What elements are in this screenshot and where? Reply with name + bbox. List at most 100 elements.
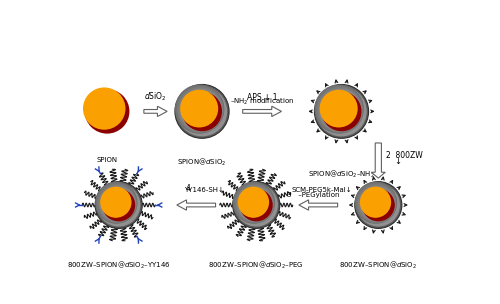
Ellipse shape: [324, 93, 355, 125]
Ellipse shape: [238, 188, 272, 221]
Ellipse shape: [175, 85, 229, 138]
Ellipse shape: [83, 88, 126, 130]
Ellipse shape: [179, 88, 222, 132]
Ellipse shape: [180, 89, 222, 132]
Ellipse shape: [105, 109, 108, 113]
Ellipse shape: [377, 203, 380, 206]
Text: 800ZW–SPION@$\it{d}$SiO$_2$: 800ZW–SPION@$\it{d}$SiO$_2$: [340, 260, 417, 271]
Ellipse shape: [101, 105, 112, 116]
Ellipse shape: [360, 187, 391, 218]
Ellipse shape: [107, 194, 126, 213]
Ellipse shape: [254, 203, 258, 206]
Ellipse shape: [182, 92, 222, 131]
Ellipse shape: [181, 90, 222, 131]
Ellipse shape: [243, 192, 266, 214]
Ellipse shape: [314, 85, 368, 138]
Ellipse shape: [96, 100, 116, 120]
Text: –NH$_2$ modification: –NH$_2$ modification: [230, 96, 294, 107]
Ellipse shape: [368, 195, 386, 212]
Ellipse shape: [253, 202, 258, 207]
Ellipse shape: [256, 204, 257, 206]
Ellipse shape: [248, 197, 262, 211]
Polygon shape: [299, 200, 338, 210]
Ellipse shape: [95, 99, 116, 121]
Ellipse shape: [99, 185, 136, 222]
Ellipse shape: [357, 184, 397, 223]
Ellipse shape: [232, 181, 280, 228]
Ellipse shape: [117, 203, 120, 206]
Ellipse shape: [337, 107, 345, 115]
Ellipse shape: [111, 197, 124, 210]
Ellipse shape: [232, 181, 275, 224]
Ellipse shape: [324, 94, 354, 124]
Ellipse shape: [363, 190, 389, 216]
Ellipse shape: [325, 95, 354, 123]
Ellipse shape: [326, 96, 353, 123]
Ellipse shape: [330, 100, 350, 120]
Ellipse shape: [240, 188, 272, 221]
Text: SPION@$\it{d}$SiO$_2$–NH$_2$: SPION@$\it{d}$SiO$_2$–NH$_2$: [308, 169, 375, 180]
Ellipse shape: [362, 188, 390, 217]
Polygon shape: [144, 106, 167, 116]
Text: SCM-PEG5k-Mal↓: SCM-PEG5k-Mal↓: [291, 187, 352, 193]
Ellipse shape: [238, 187, 268, 217]
Ellipse shape: [320, 90, 358, 127]
Ellipse shape: [182, 92, 217, 126]
Ellipse shape: [87, 92, 122, 127]
Ellipse shape: [186, 96, 214, 123]
Ellipse shape: [98, 102, 114, 118]
Ellipse shape: [200, 109, 204, 113]
Text: APS ↓ 1: APS ↓ 1: [247, 93, 278, 102]
Ellipse shape: [91, 95, 120, 124]
Ellipse shape: [96, 183, 137, 223]
Ellipse shape: [102, 188, 130, 217]
Ellipse shape: [178, 88, 223, 133]
Ellipse shape: [234, 183, 274, 223]
Ellipse shape: [94, 98, 117, 121]
Polygon shape: [242, 106, 282, 116]
Ellipse shape: [112, 198, 124, 210]
Ellipse shape: [108, 195, 126, 212]
Ellipse shape: [200, 109, 203, 113]
Ellipse shape: [192, 102, 210, 119]
Ellipse shape: [240, 189, 268, 216]
Ellipse shape: [373, 200, 382, 209]
Ellipse shape: [176, 85, 224, 133]
Ellipse shape: [180, 90, 218, 127]
Ellipse shape: [201, 110, 202, 112]
Ellipse shape: [372, 199, 382, 209]
Ellipse shape: [100, 187, 136, 222]
Ellipse shape: [97, 184, 136, 223]
Ellipse shape: [184, 93, 216, 125]
Ellipse shape: [364, 191, 388, 215]
Ellipse shape: [234, 184, 275, 223]
Text: 3   –PEGylation: 3 –PEGylation: [288, 192, 340, 198]
Ellipse shape: [88, 92, 122, 126]
Ellipse shape: [101, 188, 135, 221]
Ellipse shape: [240, 188, 268, 217]
Text: 800ZW–SPION@$\it{d}$SiO$_2$–YY146: 800ZW–SPION@$\it{d}$SiO$_2$–YY146: [67, 260, 170, 271]
Ellipse shape: [339, 109, 344, 113]
Ellipse shape: [322, 92, 361, 131]
Ellipse shape: [362, 188, 395, 221]
Ellipse shape: [252, 200, 260, 208]
Ellipse shape: [376, 203, 380, 207]
Ellipse shape: [356, 184, 400, 226]
Ellipse shape: [114, 200, 122, 209]
Ellipse shape: [378, 204, 379, 206]
Ellipse shape: [89, 93, 121, 125]
Text: ↓: ↓: [394, 157, 401, 165]
Ellipse shape: [361, 188, 394, 221]
Ellipse shape: [188, 98, 212, 121]
Ellipse shape: [322, 92, 362, 131]
Ellipse shape: [102, 189, 130, 216]
Ellipse shape: [328, 98, 351, 121]
Ellipse shape: [90, 95, 120, 124]
Ellipse shape: [182, 92, 222, 131]
Ellipse shape: [320, 91, 357, 127]
Ellipse shape: [356, 183, 397, 223]
Ellipse shape: [194, 103, 208, 117]
Ellipse shape: [95, 181, 138, 224]
Ellipse shape: [84, 89, 130, 134]
Ellipse shape: [320, 90, 362, 131]
